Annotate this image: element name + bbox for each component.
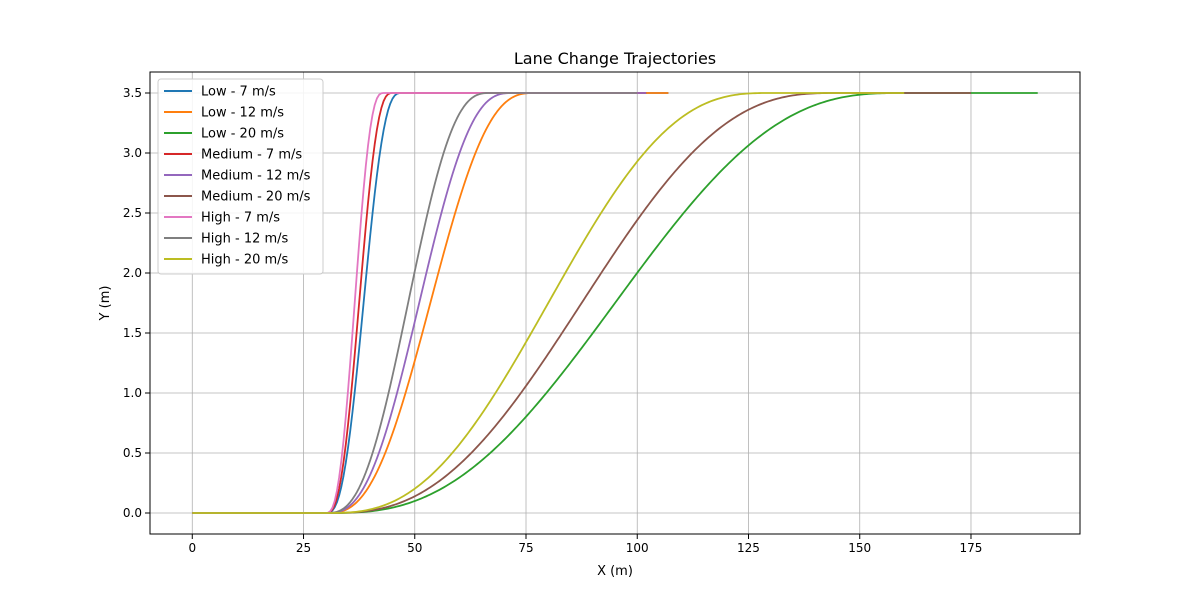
legend-box <box>157 78 324 275</box>
y-tick-label: 3.5 <box>123 86 142 100</box>
series-line-8 <box>192 92 905 514</box>
x-tick-label: 150 <box>848 541 871 555</box>
series-lines <box>192 92 1038 514</box>
y-axis-label: Y (m) <box>98 286 113 322</box>
y-tick-label: 1.0 <box>123 386 142 400</box>
legend-label: Medium - 12 m/s <box>201 169 311 184</box>
x-tick-label: 75 <box>518 541 533 555</box>
legend-label: Low - 12 m/s <box>201 106 284 121</box>
x-tick-label: 175 <box>960 541 983 555</box>
plot-frame <box>149 71 1081 535</box>
y-tick-label: 1.5 <box>123 326 142 340</box>
legend-label: Medium - 7 m/s <box>201 148 302 163</box>
x-axis-label: X (m) <box>597 564 633 579</box>
legend-label: High - 20 m/s <box>201 253 289 268</box>
legend-label: High - 7 m/s <box>201 211 280 226</box>
legend-label: Low - 20 m/s <box>201 127 284 142</box>
y-tick-label: 2.5 <box>123 206 142 220</box>
chart-title: Lane Change Trajectories <box>514 49 716 68</box>
x-tick-label: 0 <box>188 541 196 555</box>
y-tick-label: 0.0 <box>123 506 142 520</box>
y-tick-label: 3.0 <box>123 146 142 160</box>
legend-label: Low - 7 m/s <box>201 85 276 100</box>
y-tick-label: 2.0 <box>123 266 142 280</box>
legend: Low - 7 m/s Low - 12 m/s Low - 20 m/s Mediu… <box>157 78 324 275</box>
x-tick-label: 25 <box>296 541 311 555</box>
y-tick-label: 0.5 <box>123 446 142 460</box>
x-tick-label: 50 <box>407 541 422 555</box>
x-tick-label: 100 <box>626 541 649 555</box>
legend-label: Medium - 20 m/s <box>201 190 311 205</box>
axis-ticks: 0 25 50 75 100 125 150 175 0.0 0.5 1.0 1.5 2.0 2.5 3.0… <box>123 86 983 555</box>
legend-label: High - 12 m/s <box>201 232 289 247</box>
x-tick-label: 125 <box>737 541 760 555</box>
